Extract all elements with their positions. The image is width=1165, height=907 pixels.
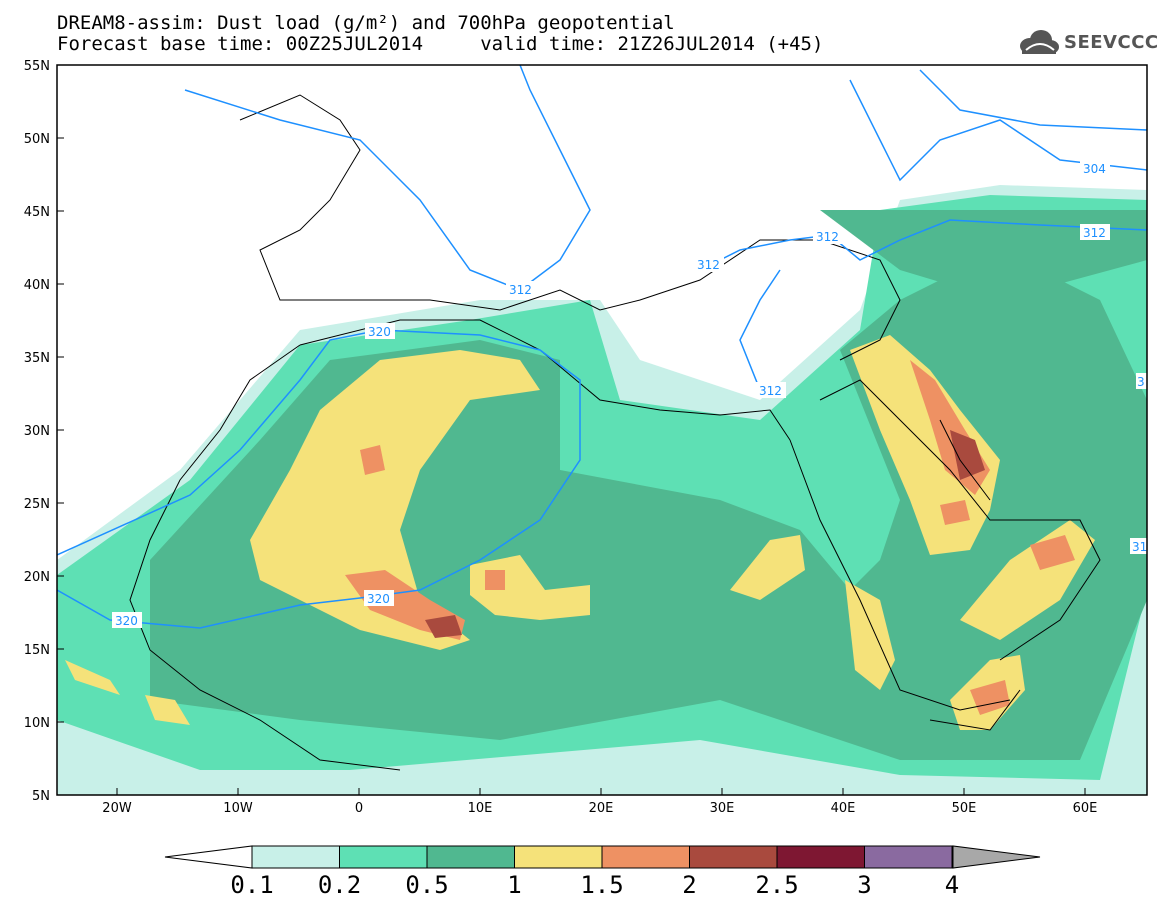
map-title: DREAM8-assim: Dust load (g/m²) and 700hP… [57,12,675,34]
colorbar-label: 4 [945,871,959,899]
lon-axis: 20W 10W 0 10E 20E 30E 40E 50E 60E [102,788,1097,816]
contour-label: 31 [1132,540,1147,554]
colorbar-swatches [251,845,953,869]
lat-tick-label: 10N [24,716,50,731]
lat-tick-label: 25N [24,497,50,512]
colorbar-label: 3 [857,871,871,899]
colorbar-label: 0.5 [405,871,448,899]
lon-tick-label: 40E [831,801,856,816]
lon-tick-label: 30E [710,801,735,816]
coast-africa-west [129,344,401,771]
lat-tick-label: 50N [24,132,50,147]
contour-320-west [57,329,581,629]
dust-level-1-west [250,350,540,650]
colorbar-swatch [426,845,515,869]
contour-312-levant [739,269,781,391]
colorbar-label: 0.2 [318,871,361,899]
contour-312-north [919,69,1147,131]
cloud-logo-icon [1020,30,1059,54]
colorbar-swatch [339,845,428,869]
dust-level-2-gulf [950,430,985,480]
contour-labels: 320 320 320 312 312 312 312 312 304 3 31 [112,160,1147,628]
lat-tick-label: 45N [24,205,50,220]
contour-304 [849,79,1147,182]
lat-tick-label: 35N [24,351,50,366]
dust-level-1.5-algeria [360,445,385,475]
lon-tick-label: 10E [468,801,493,816]
lat-tick-label: 30N [24,424,50,439]
lat-axis: 55N 50N 45N 40N 35N 30N 25N 20N 15N 10N … [24,59,64,804]
colorbar-labels: 0.1 0.2 0.5 1 1.5 2 2.5 3 4 [230,871,959,899]
coast-africa-north [299,319,791,441]
colorbar-label: 1.5 [580,871,623,899]
dust-level-1.5-saudi [940,500,970,525]
lon-tick-label: 10W [223,801,253,816]
contour-label: 320 [115,614,138,628]
dust-level-1.5-chad [485,570,505,590]
seevccc-logo: SEEVCCC [1016,26,1159,60]
contour-label: 312 [509,283,532,297]
lon-tick-label: 60E [1073,801,1098,816]
contour-312-east [699,219,1147,271]
lon-tick-label: 20E [589,801,614,816]
lat-tick-label: 55N [24,59,50,74]
colorbar-swatch [514,845,603,869]
contour-label: 312 [1083,226,1106,240]
lon-tick-label: 20W [102,801,132,816]
coast-arabia [819,379,1101,661]
dust-level-0.5-north [820,210,1147,300]
dust-level-1-guinea [145,695,190,725]
colorbar: 0.1 0.2 0.5 1 1.5 2 2.5 3 4 [164,845,1041,899]
colorbar-swatch [864,845,953,869]
contour-label: 3 [1137,375,1145,389]
colorbar-swatch [689,845,778,869]
colorbar-over-arrow [952,845,1041,869]
coast-africa-horn [929,689,1021,731]
coast-redsea [789,439,1011,711]
lat-tick-label: 15N [24,643,50,658]
lat-tick-label: 5N [32,789,50,804]
contour-label: 312 [759,384,782,398]
contour-label: 304 [1083,162,1106,176]
lat-tick-label: 20N [24,570,50,585]
colorbar-swatch [776,845,865,869]
colorbar-label: 1 [507,871,521,899]
colorbar-under-arrow [164,845,253,869]
dust-level-1-sudan [730,535,805,600]
dust-level-1-redsea [845,580,895,690]
lon-tick-label: 0 [355,801,363,816]
coastlines [129,94,1101,771]
map-subtitle: Forecast base time: 00Z25JUL2014 valid t… [57,33,824,55]
dust-level-1.5-oman [1030,535,1075,570]
logo-text: SEEVCCC [1064,32,1159,53]
dust-level-2-niger [425,615,462,638]
contour-label: 320 [367,592,390,606]
coast-gulf [939,419,991,501]
colorbar-label: 0.1 [230,871,273,899]
colorbar-label: 2.5 [755,871,798,899]
colorbar-swatch [251,845,340,869]
dust-level-1-senegal [65,660,120,695]
contour-label: 320 [368,325,391,339]
coast-europe [239,94,901,361]
contour-label: 312 [816,230,839,244]
colorbar-swatch [601,845,690,869]
colorbar-label: 2 [682,871,696,899]
lon-tick-label: 50E [952,801,977,816]
contour-label: 312 [697,258,720,272]
lat-tick-label: 40N [24,278,50,293]
